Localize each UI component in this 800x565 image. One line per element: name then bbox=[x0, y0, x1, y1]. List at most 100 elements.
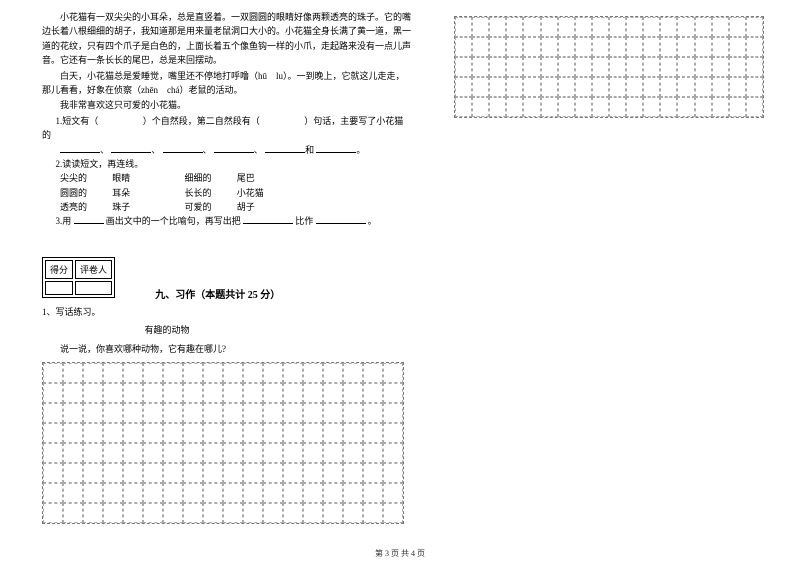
grid-cell[interactable] bbox=[746, 57, 763, 77]
grid-cell[interactable] bbox=[695, 77, 712, 97]
grid-cell[interactable] bbox=[263, 463, 283, 483]
grid-cell[interactable] bbox=[383, 503, 403, 523]
grid-cell[interactable] bbox=[103, 483, 123, 503]
grid-cell[interactable] bbox=[523, 57, 540, 77]
grid-cell[interactable] bbox=[626, 77, 643, 97]
grid-cell[interactable] bbox=[489, 57, 506, 77]
grid-cell[interactable] bbox=[609, 17, 626, 37]
grid-cell[interactable] bbox=[575, 77, 592, 97]
grid-cell[interactable] bbox=[592, 17, 609, 37]
grid-cell[interactable] bbox=[263, 383, 283, 403]
grid-cell[interactable] bbox=[163, 403, 183, 423]
grid-cell[interactable] bbox=[643, 97, 660, 117]
grid-cell[interactable] bbox=[558, 17, 575, 37]
grid-cell[interactable] bbox=[143, 463, 163, 483]
grid-cell[interactable] bbox=[541, 17, 558, 37]
grid-cell[interactable] bbox=[677, 57, 694, 77]
grid-cell[interactable] bbox=[163, 503, 183, 523]
grid-cell[interactable] bbox=[343, 403, 363, 423]
grid-cell[interactable] bbox=[383, 483, 403, 503]
grid-cell[interactable] bbox=[43, 443, 63, 463]
grid-cell[interactable] bbox=[223, 463, 243, 483]
grid-cell[interactable] bbox=[626, 17, 643, 37]
grid-cell[interactable] bbox=[541, 57, 558, 77]
grid-cell[interactable] bbox=[323, 423, 343, 443]
grid-cell[interactable] bbox=[63, 503, 83, 523]
writing-grid-right[interactable] bbox=[454, 16, 764, 118]
grid-cell[interactable] bbox=[323, 383, 343, 403]
grid-cell[interactable] bbox=[203, 483, 223, 503]
grid-cell[interactable] bbox=[143, 443, 163, 463]
grid-cell[interactable] bbox=[183, 423, 203, 443]
blank[interactable] bbox=[214, 143, 254, 153]
grid-cell[interactable] bbox=[83, 383, 103, 403]
grid-cell[interactable] bbox=[183, 383, 203, 403]
grid-cell[interactable] bbox=[43, 403, 63, 423]
grid-cell[interactable] bbox=[143, 383, 163, 403]
grid-cell[interactable] bbox=[343, 443, 363, 463]
grid-cell[interactable] bbox=[729, 57, 746, 77]
grid-cell[interactable] bbox=[103, 503, 123, 523]
grid-cell[interactable] bbox=[83, 463, 103, 483]
grid-cell[interactable] bbox=[163, 443, 183, 463]
grid-cell[interactable] bbox=[506, 77, 523, 97]
grid-cell[interactable] bbox=[203, 383, 223, 403]
grid-cell[interactable] bbox=[383, 363, 403, 383]
grid-cell[interactable] bbox=[323, 443, 343, 463]
grid-cell[interactable] bbox=[43, 483, 63, 503]
grid-cell[interactable] bbox=[729, 17, 746, 37]
grid-cell[interactable] bbox=[609, 57, 626, 77]
blank[interactable] bbox=[60, 143, 100, 153]
grid-cell[interactable] bbox=[203, 423, 223, 443]
grid-cell[interactable] bbox=[263, 403, 283, 423]
grid-cell[interactable] bbox=[592, 57, 609, 77]
grid-cell[interactable] bbox=[203, 403, 223, 423]
grid-cell[interactable] bbox=[243, 363, 263, 383]
grid-cell[interactable] bbox=[303, 483, 323, 503]
grid-cell[interactable] bbox=[489, 77, 506, 97]
grid-cell[interactable] bbox=[695, 97, 712, 117]
grid-cell[interactable] bbox=[283, 463, 303, 483]
grid-cell[interactable] bbox=[643, 77, 660, 97]
grid-cell[interactable] bbox=[592, 77, 609, 97]
score-cell[interactable] bbox=[45, 281, 73, 295]
blank[interactable] bbox=[243, 214, 293, 224]
grid-cell[interactable] bbox=[203, 363, 223, 383]
grid-cell[interactable] bbox=[263, 503, 283, 523]
grid-cell[interactable] bbox=[609, 97, 626, 117]
grid-cell[interactable] bbox=[506, 17, 523, 37]
grid-cell[interactable] bbox=[472, 57, 489, 77]
grid-cell[interactable] bbox=[103, 423, 123, 443]
grid-cell[interactable] bbox=[223, 443, 243, 463]
grid-cell[interactable] bbox=[643, 37, 660, 57]
grid-cell[interactable] bbox=[243, 483, 263, 503]
grid-cell[interactable] bbox=[343, 423, 363, 443]
grid-cell[interactable] bbox=[283, 443, 303, 463]
grid-cell[interactable] bbox=[558, 97, 575, 117]
grid-cell[interactable] bbox=[283, 483, 303, 503]
grid-cell[interactable] bbox=[455, 57, 472, 77]
grid-cell[interactable] bbox=[343, 483, 363, 503]
grid-cell[interactable] bbox=[263, 363, 283, 383]
grid-cell[interactable] bbox=[558, 57, 575, 77]
grid-cell[interactable] bbox=[83, 443, 103, 463]
grid-cell[interactable] bbox=[523, 77, 540, 97]
grid-cell[interactable] bbox=[695, 17, 712, 37]
grid-cell[interactable] bbox=[712, 77, 729, 97]
grid-cell[interactable] bbox=[383, 463, 403, 483]
grid-cell[interactable] bbox=[455, 77, 472, 97]
grid-cell[interactable] bbox=[363, 503, 383, 523]
grid-cell[interactable] bbox=[123, 463, 143, 483]
grid-cell[interactable] bbox=[729, 37, 746, 57]
grid-cell[interactable] bbox=[558, 77, 575, 97]
grid-cell[interactable] bbox=[323, 403, 343, 423]
grid-cell[interactable] bbox=[746, 77, 763, 97]
grid-cell[interactable] bbox=[143, 503, 163, 523]
grid-cell[interactable] bbox=[43, 383, 63, 403]
grid-cell[interactable] bbox=[63, 363, 83, 383]
grid-cell[interactable] bbox=[660, 57, 677, 77]
grid-cell[interactable] bbox=[472, 77, 489, 97]
grid-cell[interactable] bbox=[746, 97, 763, 117]
grid-cell[interactable] bbox=[323, 463, 343, 483]
grid-cell[interactable] bbox=[83, 483, 103, 503]
